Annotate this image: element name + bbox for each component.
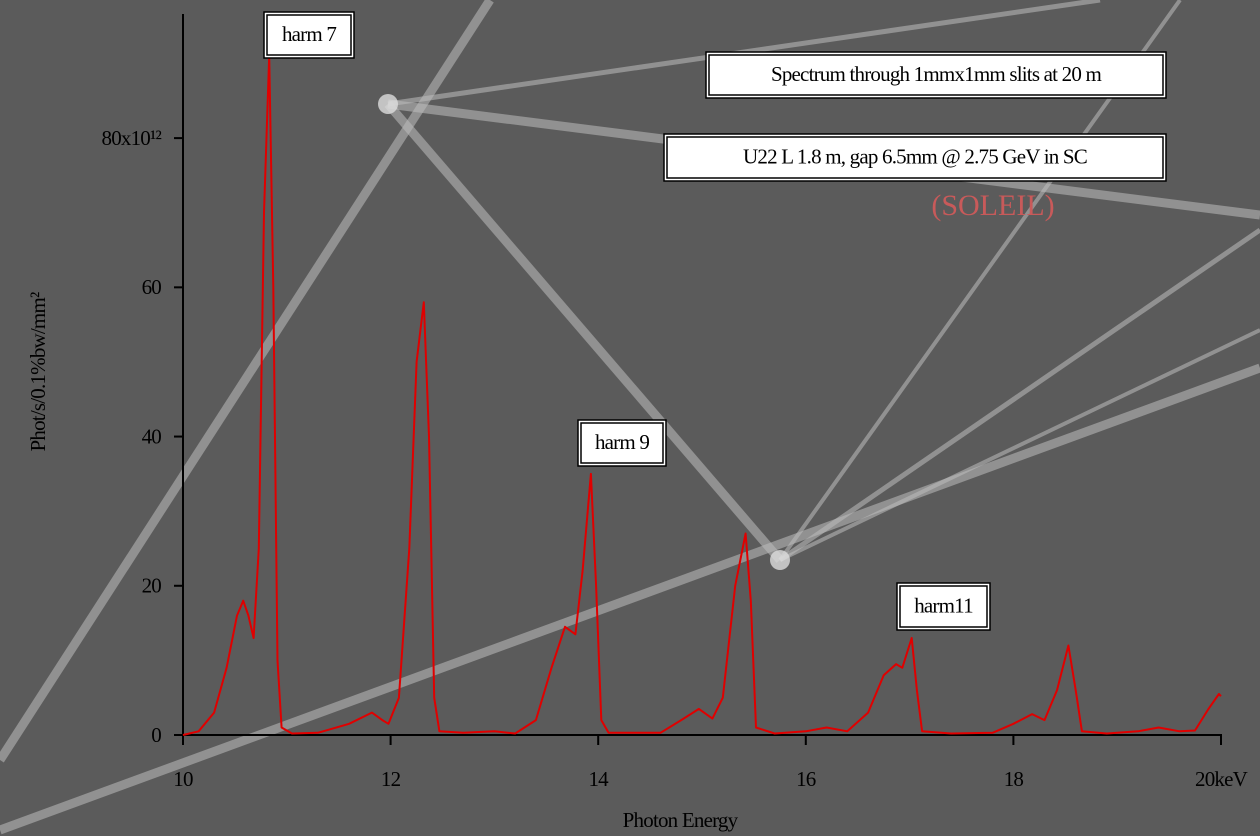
y-tick-label: 40 (142, 424, 162, 448)
x-axis-label: Photon Energy (623, 808, 739, 832)
x-tick-label: 10 (173, 767, 193, 791)
x-tick-label: 18 (1004, 767, 1024, 791)
y-tick-label: 60 (142, 275, 162, 299)
background (0, 0, 1260, 836)
annotation: harm11 (914, 593, 973, 617)
chart: Photon Energy Phot/s/0.1%bw/mm² 10 12 14 16… (0, 0, 1260, 836)
x-tick-label: 14 (588, 767, 609, 791)
x-tick-label: 16 (796, 767, 816, 791)
annotation: U22 L 1.8 m, gap 6.5mm @ 2.75 GeV in SC (743, 144, 1087, 168)
x-tick-label: 20keV (1195, 767, 1248, 791)
y-tick-label: 20 (142, 574, 162, 598)
annotation: harm 9 (595, 430, 649, 454)
x-tick-label: 12 (381, 767, 401, 791)
annotation: (SOLEIL) (931, 189, 1054, 222)
y-tick-label: 80x10¹² (102, 126, 162, 150)
annotation: harm 7 (282, 22, 336, 46)
y-tick-label: 0 (151, 723, 161, 747)
y-axis-label: Phot/s/0.1%bw/mm² (26, 292, 50, 451)
annotation: Spectrum through 1mmx1mm slits at 20 m (771, 62, 1102, 86)
